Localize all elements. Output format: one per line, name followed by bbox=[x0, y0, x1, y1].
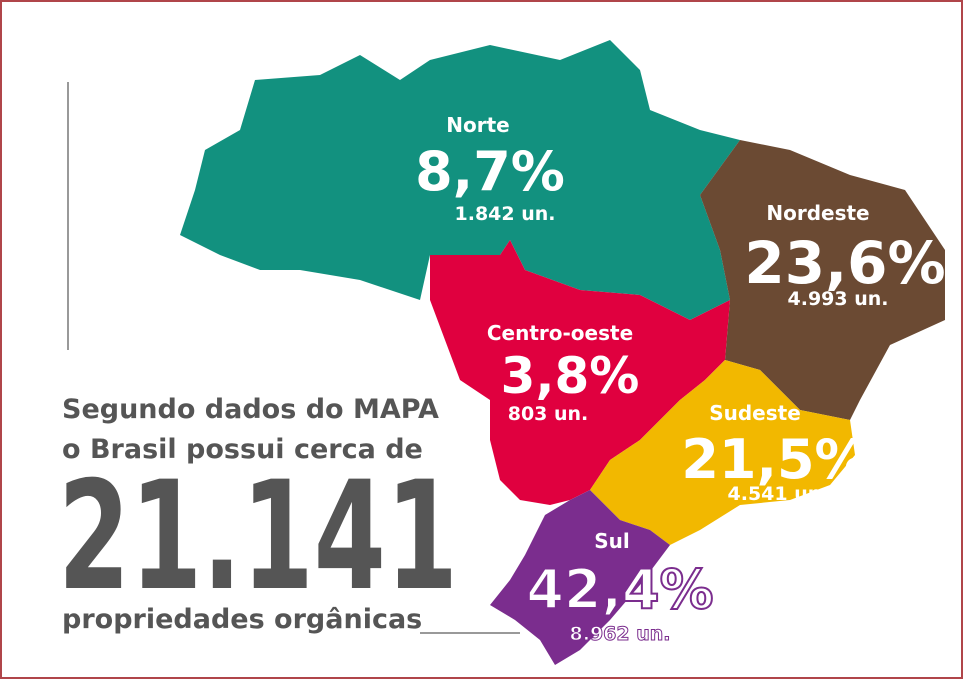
region-percent: 23,6% bbox=[744, 229, 945, 297]
region-percent: 21,5% bbox=[681, 428, 868, 491]
region-nordeste bbox=[700, 140, 945, 420]
region-name: Centro-oeste bbox=[487, 321, 633, 345]
region-name: Sul bbox=[594, 529, 630, 553]
region-units: 8.962 un. bbox=[570, 623, 671, 645]
region-centro-oeste bbox=[430, 240, 730, 505]
region-name: Nordeste bbox=[766, 201, 869, 225]
region-norte bbox=[180, 40, 740, 320]
region-name: Norte bbox=[446, 113, 509, 137]
region-sudeste bbox=[590, 360, 855, 545]
intro-line: Segundo dados do MAPA bbox=[62, 394, 439, 425]
region-percent: 3,8% bbox=[501, 347, 640, 405]
region-percent: 42,4% bbox=[526, 558, 713, 621]
region-units: 4.993 un. bbox=[788, 288, 889, 310]
intro-line: o Brasil possui cerca de bbox=[62, 434, 423, 465]
region-units: 1.842 un. bbox=[455, 203, 556, 225]
intro-total: 21.141 bbox=[58, 450, 458, 624]
region-units: 803 un. bbox=[508, 403, 589, 425]
region-units: 4.541 un. bbox=[728, 483, 829, 505]
region-percent: 8,7% bbox=[415, 140, 565, 203]
region-name: Sudeste bbox=[709, 401, 801, 425]
region-sul bbox=[490, 490, 670, 665]
intro-caption: propriedades orgânicas bbox=[62, 604, 422, 635]
